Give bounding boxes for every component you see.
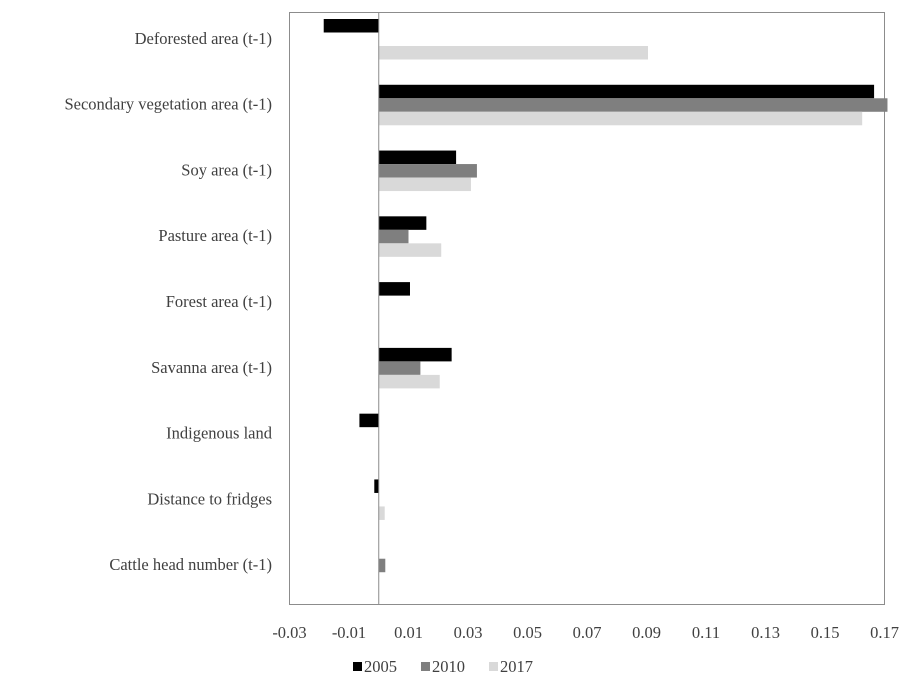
bar-2010-4 — [378, 229, 409, 244]
x-tick-label: -0.03 — [272, 623, 306, 642]
x-tick-label: 0.01 — [394, 623, 423, 642]
bar-2005-1 — [323, 19, 379, 33]
bar-2017-8 — [378, 506, 385, 520]
bar-2010-9 — [378, 558, 386, 573]
category-label: Savanna area (t-1) — [151, 358, 272, 377]
bar-2010-2 — [378, 98, 888, 112]
legend: 2005 2010 2017 — [353, 657, 533, 676]
x-tick-label: 0.11 — [692, 623, 720, 642]
category-label: Indigenous land — [166, 424, 273, 443]
bar-2005-3 — [378, 150, 457, 165]
bar-2005-6 — [378, 347, 452, 362]
category-label: Cattle head number (t-1) — [109, 555, 272, 574]
bars-layer — [323, 19, 888, 573]
bar-2017-2 — [378, 111, 863, 126]
bar-2005-5 — [378, 282, 410, 296]
category-label: Secondary vegetation area (t-1) — [64, 95, 272, 114]
bar-2010-3 — [378, 164, 477, 178]
x-tick-label: 0.05 — [513, 623, 542, 642]
category-label: Distance to fridges — [147, 489, 272, 508]
legend-label-2005: 2005 — [364, 657, 397, 676]
x-tick-label: 0.09 — [632, 623, 661, 642]
bar-2017-3 — [378, 177, 471, 192]
x-tick-label: -0.01 — [332, 623, 366, 642]
legend-swatch-2017 — [489, 662, 498, 671]
bar-2017-4 — [378, 243, 442, 257]
bar-2005-2 — [378, 84, 875, 99]
legend-swatch-2005 — [353, 662, 362, 671]
category-labels: Deforested area (t-1) Secondary vegetatio… — [64, 29, 272, 574]
plot-area-frame — [289, 12, 885, 605]
x-tick-label: 0.17 — [870, 623, 899, 642]
bar-2005-4 — [378, 216, 427, 230]
bar-2010-6 — [378, 361, 421, 375]
legend-swatch-2010 — [421, 662, 430, 671]
category-label: Forest area (t-1) — [166, 292, 272, 311]
category-label: Deforested area (t-1) — [135, 29, 272, 48]
x-tick-label: 0.07 — [573, 623, 602, 642]
bar-2017-6 — [378, 374, 440, 389]
x-tick-label: 0.15 — [811, 623, 840, 642]
legend-label-2010: 2010 — [432, 657, 465, 676]
category-label: Pasture area (t-1) — [158, 226, 272, 245]
category-label: Soy area (t-1) — [181, 160, 272, 179]
x-tick-label: 0.13 — [751, 623, 780, 642]
bar-2017-1 — [378, 46, 648, 60]
x-axis-tick-labels: -0.03 -0.01 0.01 0.03 0.05 0.07 0.09 0.11 0.13 0.… — [272, 623, 899, 642]
bar-2005-8 — [374, 479, 379, 493]
x-tick-label: 0.03 — [454, 623, 483, 642]
bar-2005-7 — [359, 413, 379, 428]
legend-label-2017: 2017 — [500, 657, 533, 676]
